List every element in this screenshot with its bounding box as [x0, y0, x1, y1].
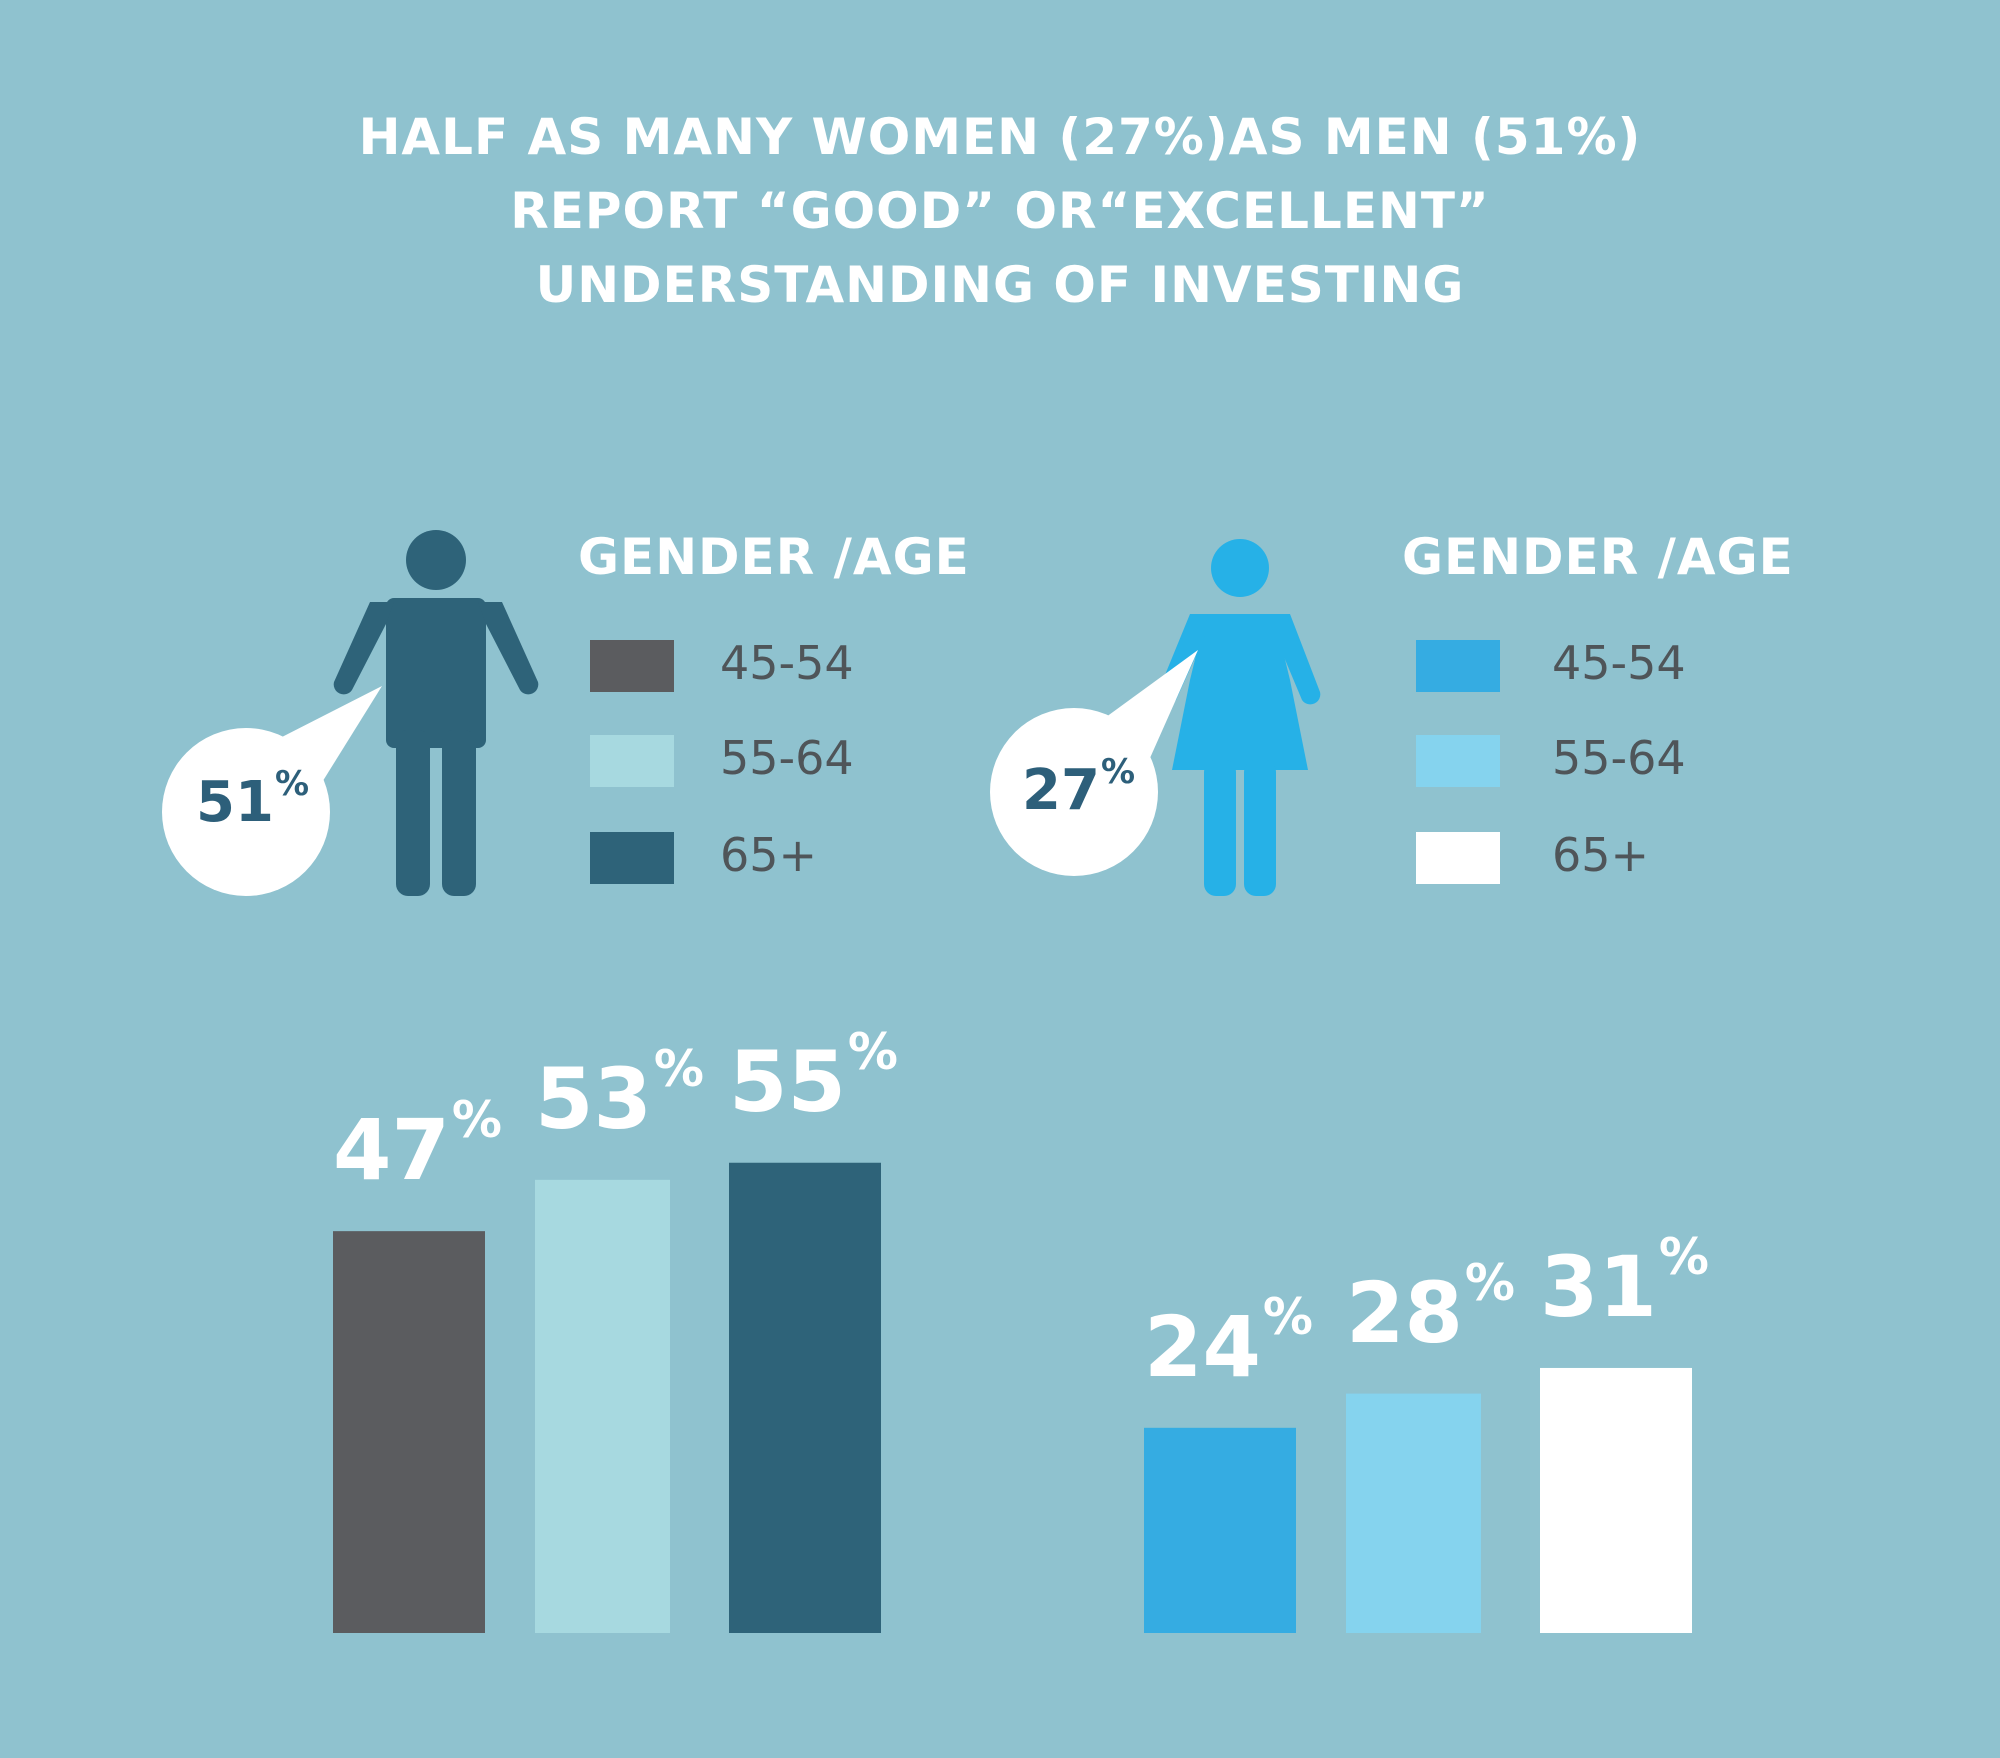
- women-bar-label-65-plus: 31%: [1540, 1227, 1710, 1336]
- men-legend-swatch-65-plus: [590, 832, 674, 884]
- men-bar-45-54: [333, 1231, 485, 1633]
- women-legend-swatch-65-plus: [1416, 832, 1500, 884]
- women-legend-title: GENDER /AGE: [1402, 528, 1794, 586]
- men-legend-swatch-45-54: [590, 640, 674, 692]
- speech-bubble-men: [162, 686, 382, 896]
- women-bar-45-54: [1144, 1427, 1296, 1633]
- women-bar-55-64: [1346, 1393, 1481, 1633]
- women-bar-65-plus: [1540, 1367, 1692, 1633]
- men-overall-percent: 51%: [196, 764, 310, 835]
- women-bar-label-45-54: 24%: [1144, 1287, 1314, 1396]
- women-bar-label-55-64: 28%: [1346, 1253, 1516, 1362]
- men-legend-swatch-55-64: [590, 735, 674, 787]
- women-overall-percent: 27%: [1022, 752, 1136, 823]
- women-legend-label-45-54: 45-54: [1552, 636, 1686, 690]
- speech-bubble-women: [990, 650, 1198, 876]
- chart-title: HALF AS MANY WOMEN (27%)AS MEN (51%) REP…: [0, 100, 2000, 322]
- women-legend-label-65-plus: 65+: [1552, 828, 1650, 882]
- men-bar-label-55-64: 53%: [535, 1039, 705, 1148]
- title-line-1: HALF AS MANY WOMEN (27%)AS MEN (51%): [358, 108, 1642, 166]
- men-legend-title: GENDER /AGE: [578, 528, 970, 586]
- men-bar-label-45-54: 47%: [333, 1091, 503, 1200]
- women-legend-swatch-55-64: [1416, 735, 1500, 787]
- title-line-3: UNDERSTANDING OF INVESTING: [535, 256, 1465, 314]
- men-legend-label-65-plus: 65+: [720, 828, 818, 882]
- men-legend-label-55-64: 55-64: [720, 731, 854, 785]
- women-legend-label-55-64: 55-64: [1552, 731, 1686, 785]
- men-bar-label-65-plus: 55%: [729, 1022, 899, 1131]
- title-line-2: REPORT “GOOD” OR“EXCELLENT”: [510, 182, 1490, 240]
- men-legend-label-45-54: 45-54: [720, 636, 854, 690]
- men-bar-55-64: [535, 1179, 670, 1633]
- man-icon: [162, 530, 539, 896]
- men-overall-unit: %: [274, 764, 310, 804]
- women-overall-unit: %: [1100, 752, 1136, 792]
- women-legend-swatch-45-54: [1416, 640, 1500, 692]
- woman-icon: [990, 539, 1321, 896]
- men-bar-65-plus: [729, 1162, 881, 1633]
